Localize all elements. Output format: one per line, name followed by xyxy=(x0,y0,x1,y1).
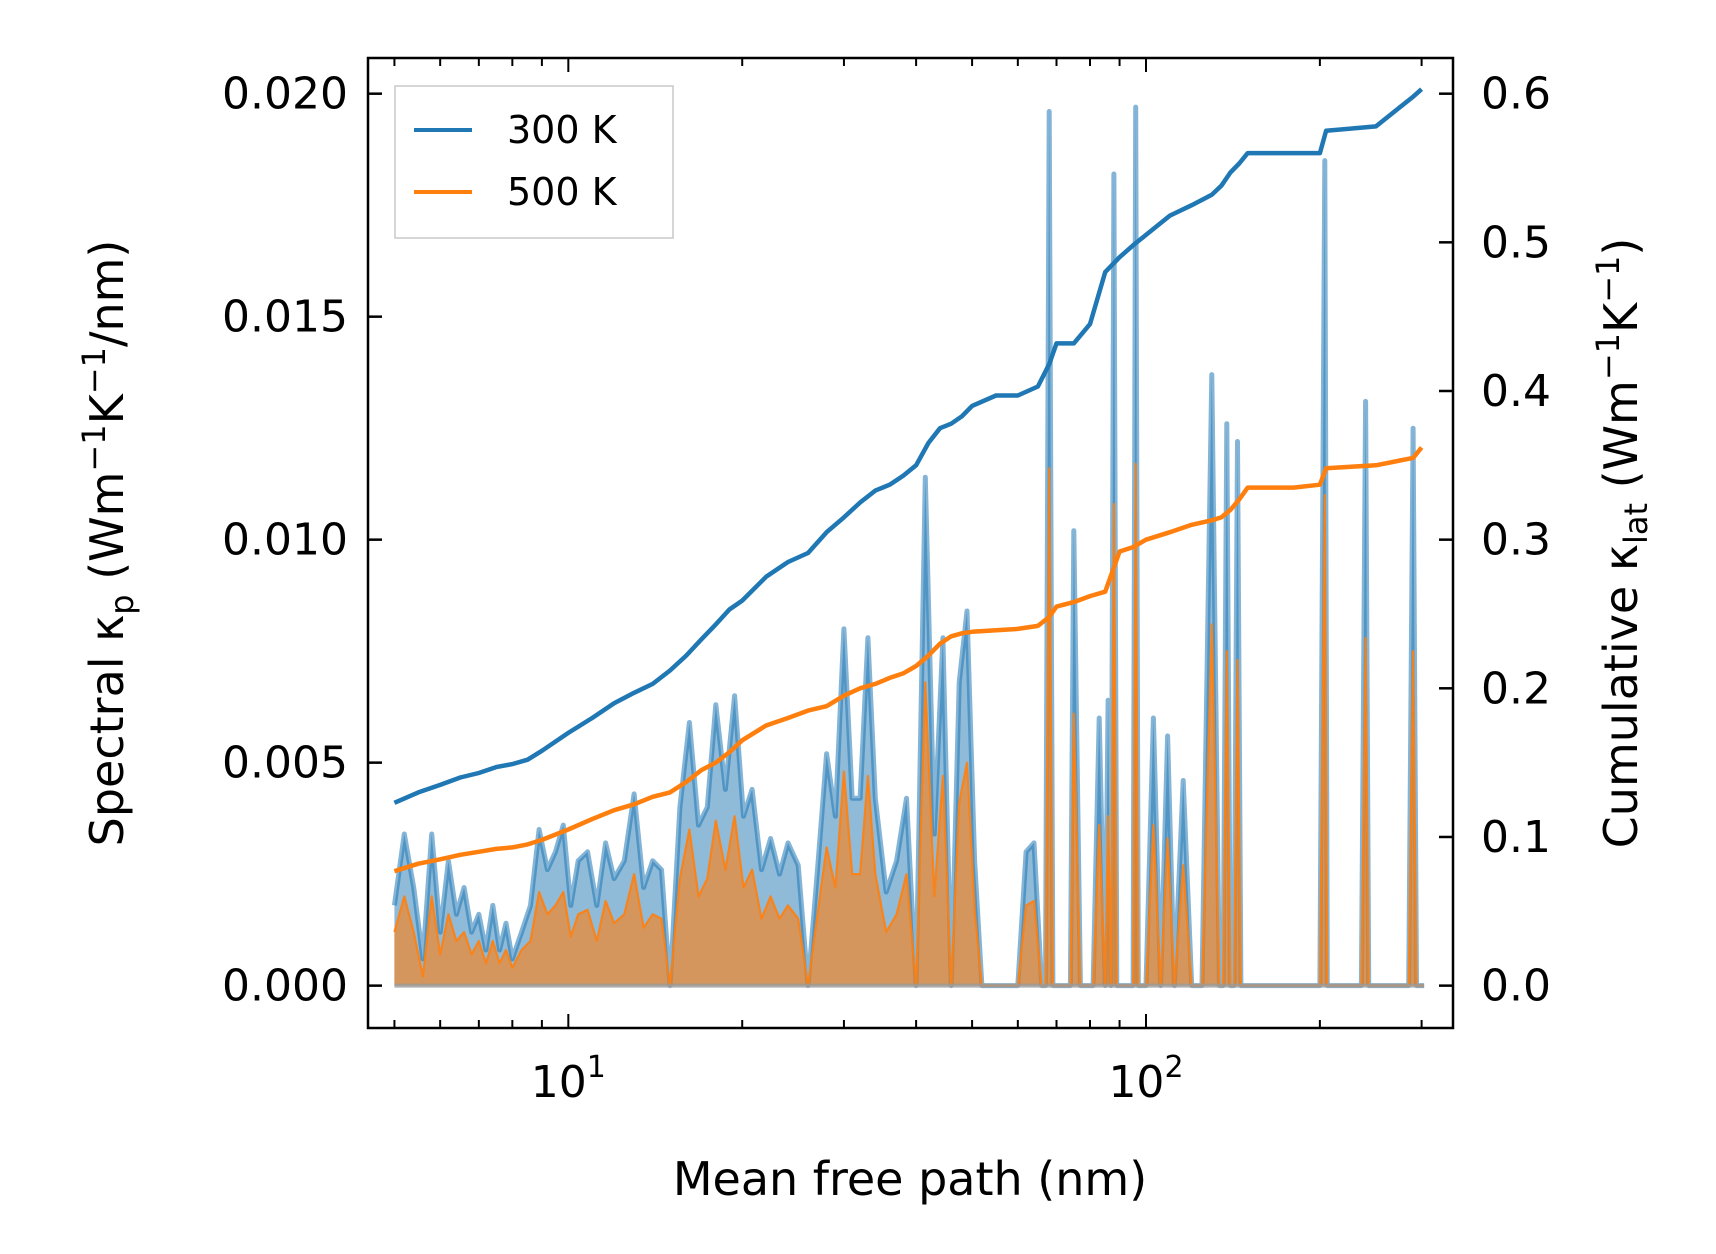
legend-box xyxy=(394,85,674,239)
left-y-sub: p xyxy=(103,594,141,614)
left-y-tick-label: 0.020 xyxy=(222,69,348,120)
left-y-axis-label: Spectral κp (Wm−1K−1/nm) xyxy=(75,240,141,847)
right-y-sub: lat xyxy=(1617,503,1655,544)
x-tick-label: 101 xyxy=(531,1050,606,1108)
legend-label-500k: 500 K xyxy=(507,170,618,214)
cumulative-line-300k xyxy=(393,87,1424,805)
axes-frame xyxy=(366,56,1455,1030)
left-y-tick-label: 0.000 xyxy=(222,961,348,1012)
right-y-tick-label: 0.5 xyxy=(1481,217,1551,268)
legend: 300 K 500 K xyxy=(394,85,674,239)
left-y-tick-label: 0.005 xyxy=(222,738,348,789)
right-y-tick-label: 0.3 xyxy=(1481,515,1551,566)
right-y-tick-label: 0.1 xyxy=(1481,812,1551,863)
left-y-tick-label: 0.010 xyxy=(222,515,348,566)
x-tick-label: 102 xyxy=(1108,1050,1183,1108)
right-y-tick-label: 0.2 xyxy=(1481,663,1551,714)
left-y-tick-label: 0.015 xyxy=(222,292,348,343)
cumulative-line-500k xyxy=(393,446,1424,874)
x-axis-label: Mean free path (nm) xyxy=(673,1152,1147,1206)
right-y-tick-label: 0.0 xyxy=(1481,961,1551,1012)
legend-label-300k: 300 K xyxy=(507,108,618,152)
right-y-tick-label: 0.4 xyxy=(1481,366,1551,417)
plot-area xyxy=(391,87,1425,989)
right-y-tick-label: 0.6 xyxy=(1481,69,1551,120)
ticks: 0.000 0.005 0.010 0.015 0.020 0.0 0.1 0.2 0.3 0.4… xyxy=(222,58,1551,1108)
